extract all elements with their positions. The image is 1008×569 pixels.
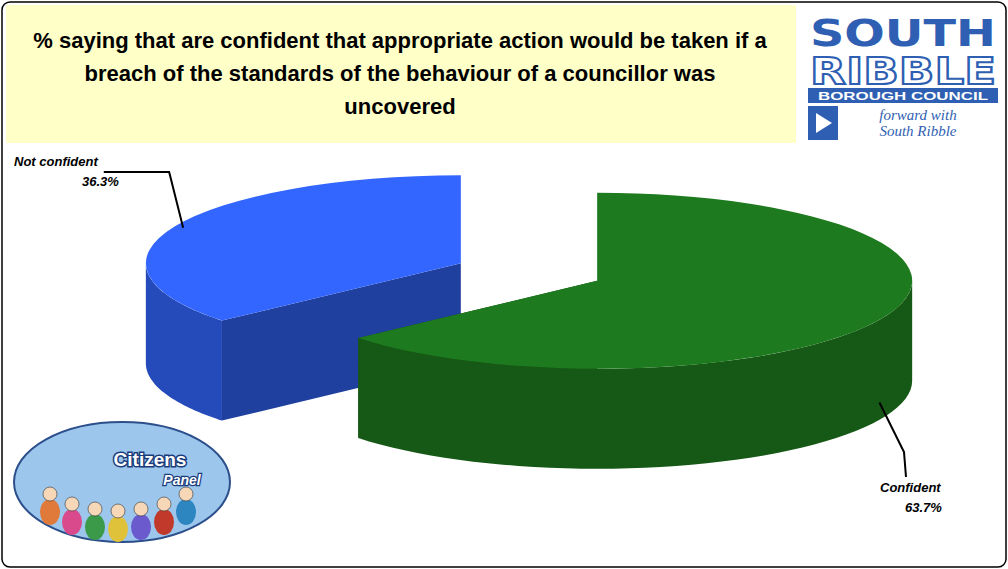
logo-slogan: forward with	[879, 107, 956, 123]
chart-svg: % saying that are confident that appropr…	[0, 0, 1008, 569]
badge-figure	[131, 514, 151, 540]
badge-figure	[62, 509, 82, 535]
leader-line	[879, 402, 906, 477]
title-box	[6, 5, 796, 143]
badge-head	[111, 504, 125, 518]
logo-arrow-box	[808, 106, 838, 140]
slice-label: Confident	[880, 480, 941, 495]
slice-value: 63.7%	[905, 500, 942, 515]
badge-title: Citizens	[114, 449, 187, 470]
slice-value: 36.3%	[82, 174, 119, 189]
slice-group	[358, 193, 912, 469]
badge-figure	[176, 499, 196, 525]
title-line: % saying that are confident that appropr…	[33, 28, 767, 53]
logo-subtitle: BOROUGH COUNCIL	[818, 90, 988, 102]
badge-figure	[85, 514, 105, 540]
badge-head	[157, 497, 171, 511]
slice	[358, 193, 912, 369]
logo-arrow	[816, 113, 832, 133]
badge-head	[43, 487, 57, 501]
title-line: uncovered	[344, 94, 455, 119]
logo-name: RIBBLE	[810, 49, 996, 93]
frame	[2, 2, 1006, 567]
badge-figure	[108, 516, 128, 542]
badge-subtitle: Panel	[163, 472, 201, 488]
slice-label: Not confident	[14, 154, 98, 169]
council-logo: SOUTHRIBBLEBOROUGH COUNCILforward withSo…	[806, 6, 1000, 142]
badge-figure	[154, 509, 174, 535]
leader-line	[104, 172, 183, 228]
badge-head	[65, 497, 79, 511]
logo-slogan: South Ribble	[879, 123, 956, 139]
badge-shape	[14, 422, 230, 542]
chart-root: % saying that are confident that appropr…	[0, 0, 1008, 569]
slice	[146, 175, 461, 320]
badge-figure	[40, 499, 60, 525]
pie	[146, 175, 912, 468]
badge-head	[134, 502, 148, 516]
logo-band	[808, 88, 998, 103]
panel-badge: Citizens Panel	[14, 422, 230, 542]
labels: Confident 63.7% Not confident 36.3%	[14, 154, 942, 515]
title: % saying that are confident that appropr…	[33, 28, 767, 119]
title-line: breach of the standards of the behaviour…	[85, 61, 716, 86]
badge-head	[88, 502, 102, 516]
logo-ground	[806, 6, 1000, 142]
badge-head	[179, 487, 193, 501]
